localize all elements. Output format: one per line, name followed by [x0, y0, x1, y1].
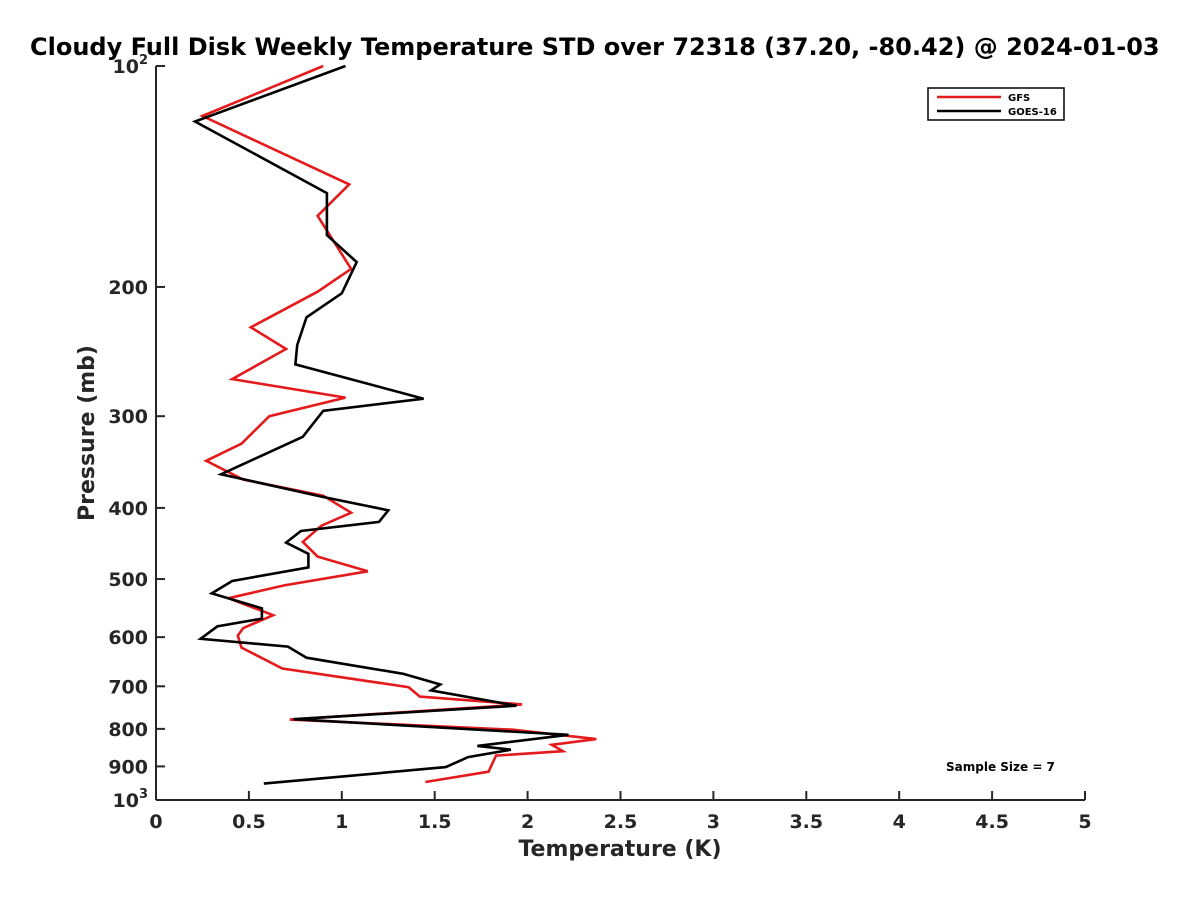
x-tick-label: 1.5 — [418, 811, 452, 833]
y-axis-label: Pressure (mb) — [75, 345, 100, 521]
legend-label: GFS — [1008, 93, 1030, 104]
plot-area — [191, 64, 597, 785]
y-tick-label: 500 — [108, 569, 148, 591]
x-tick-label: 4.5 — [975, 811, 1009, 833]
y-tick-label: 700 — [108, 676, 148, 698]
sample-size-annotation: Sample Size = 7 — [946, 760, 1055, 774]
x-tick-label: 5 — [1078, 811, 1091, 833]
x-tick-label: 3.5 — [789, 811, 823, 833]
series-line-goes-16 — [191, 64, 569, 785]
legend-label: GOES-16 — [1008, 107, 1057, 118]
legend-box — [927, 87, 1065, 121]
x-tick-label: 2.5 — [604, 811, 638, 833]
series-line-gfs — [199, 64, 597, 784]
y-tick-label: 102 — [113, 53, 149, 78]
x-tick-label: 0 — [149, 811, 162, 833]
x-tick-label: 2 — [521, 811, 534, 833]
x-tick-label: 0.5 — [232, 811, 266, 833]
y-ticks: 102 200 300 400 500 600 700 800 900 103 — [108, 53, 165, 812]
y-tick-label: 400 — [108, 498, 148, 520]
y-tick-label: 800 — [108, 719, 148, 741]
x-tick-label: 1 — [335, 811, 348, 833]
x-axis-label: Temperature (K) — [518, 837, 721, 862]
y-tick-label: 300 — [108, 406, 148, 428]
x-tick-label: 4 — [893, 811, 906, 833]
x-tick-label: 3 — [707, 811, 720, 833]
y-tick-label: 200 — [108, 277, 148, 299]
chart-title: Cloudy Full Disk Weekly Temperature STD … — [30, 33, 1160, 61]
legend: GFS GOES-16 — [927, 87, 1065, 121]
x-ticks: 0 0.5 1 1.5 2 2.5 3 3.5 4 4.5 5 — [149, 791, 1092, 833]
y-tick-label: 900 — [108, 756, 148, 778]
y-tick-label: 103 — [113, 787, 149, 812]
y-tick-label: 600 — [108, 627, 148, 649]
